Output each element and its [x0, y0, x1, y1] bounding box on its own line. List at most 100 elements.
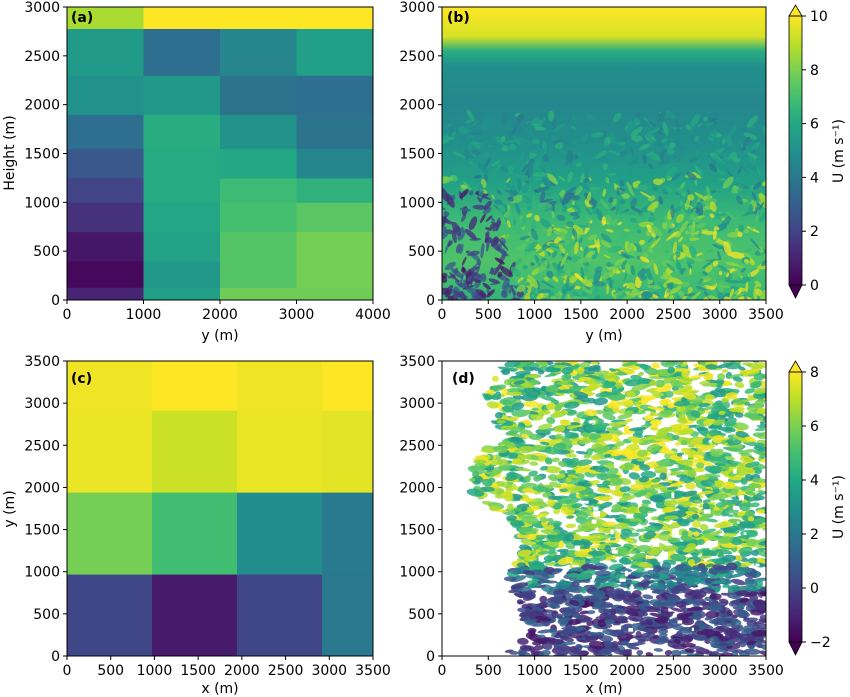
panel-a-ticks: 0 1000 2000 3000 4000 0 500 1000 1500 2000 2500 300…: [24, 0, 390, 323]
y-tick-label: 3500: [24, 354, 60, 370]
panel-d-label: (d): [452, 371, 475, 387]
heatmap-cell: [67, 574, 153, 657]
heatmap-cell: [67, 492, 153, 575]
heatmap-cell: [322, 574, 374, 657]
heatmap-cell: [296, 7, 374, 29]
x-tick-label: 2000: [224, 663, 260, 679]
y-tick-label: 0: [51, 293, 60, 309]
y-tick-label: 1000: [399, 565, 435, 581]
colorbar-tick-label: 4: [810, 473, 819, 489]
colorbar-b-ticks: 0 2 4 6 8 10: [802, 9, 828, 294]
colorbar-b-label: U (m s⁻¹): [831, 119, 847, 183]
heatmap-cell: [143, 114, 221, 150]
heatmap-cell: [296, 28, 374, 76]
y-tick-label: 500: [33, 244, 60, 260]
heatmap-cell: [67, 7, 144, 29]
colorbar-b-max-arrow: [788, 4, 803, 17]
y-tick-label: 1000: [24, 565, 60, 581]
x-tick-label: 3000: [279, 307, 315, 323]
x-tick-label: 2500: [268, 663, 304, 679]
x-tick-label: 2500: [656, 307, 692, 323]
panel-b-turbulence: [442, 109, 766, 300]
colorbar-tick-label: 4: [810, 170, 819, 186]
colorbar-b-min-arrow: [788, 284, 803, 299]
y-tick-label: 3500: [399, 354, 435, 370]
y-tick-label: 1500: [24, 523, 60, 539]
y-tick-label: 2000: [24, 98, 60, 114]
heatmap-cell: [220, 202, 297, 233]
heatmap-cell: [296, 148, 374, 179]
panel-a-label: (a): [71, 10, 93, 26]
heatmap-cell: [67, 177, 144, 203]
heatmap-cell: [67, 287, 144, 301]
heatmap-cell: [220, 75, 297, 115]
x-tick-label: 3500: [748, 663, 784, 679]
x-tick-label: 1000: [517, 663, 553, 679]
panel-c-ticks: 0 500 1000 1500 2000 2500 3000 3500 0 500 1000 1500…: [24, 354, 390, 679]
x-tick-label: 3000: [702, 663, 738, 679]
panel-a-xlabel: y (m): [201, 328, 238, 344]
x-tick-label: 0: [63, 663, 72, 679]
colorbar-tick-label: 8: [810, 63, 819, 79]
y-tick-label: 1000: [399, 195, 435, 211]
colorbar-tick-label: −2: [810, 635, 831, 651]
heatmap-cell: [296, 75, 374, 115]
colorbar-b: 0 2 4 6 8 10 U (m s⁻¹): [788, 4, 847, 299]
panel-a-ylabel: Height (m): [2, 115, 18, 190]
y-tick-label: 0: [426, 649, 435, 665]
heatmap-cell: [67, 260, 144, 288]
x-tick-label: 3500: [748, 307, 784, 323]
heatmap-cell: [220, 231, 297, 288]
heatmap-cell: [67, 148, 144, 179]
y-tick-label: 500: [33, 607, 60, 623]
x-tick-label: 2000: [202, 307, 238, 323]
x-tick-label: 1000: [126, 307, 162, 323]
heatmap-cell: [152, 574, 238, 657]
x-tick-label: 0: [63, 307, 72, 323]
heatmap-cell: [296, 231, 374, 288]
y-tick-label: 0: [426, 293, 435, 309]
y-tick-label: 3000: [399, 0, 435, 16]
colorbar-tick-label: 6: [810, 419, 819, 435]
x-tick-label: 3500: [355, 663, 391, 679]
panel-c-cells: [67, 361, 374, 657]
y-tick-label: 2000: [399, 480, 435, 496]
x-tick-label: 2000: [609, 663, 645, 679]
colorbar-d-max-arrow: [788, 360, 803, 373]
y-tick-label: 2000: [24, 480, 60, 496]
x-tick-label: 3000: [702, 307, 738, 323]
x-tick-label: 500: [475, 307, 502, 323]
y-tick-label: 1000: [24, 195, 60, 211]
x-tick-label: 1000: [517, 307, 553, 323]
panel-a: 0 1000 2000 3000 4000 0 500 1000 1500 2000 2500 300…: [2, 0, 391, 344]
panel-c-label: (c): [71, 371, 92, 387]
panel-b: 0 500 1000 1500 2000 2500 3000 3500 0 500 1000 1500…: [399, 0, 783, 344]
x-tick-label: 0: [438, 663, 447, 679]
heatmap-cell: [237, 361, 323, 411]
heatmap-cell: [220, 177, 297, 203]
colorbar-d: −2 0 2 4 6 8 U (m s⁻¹): [788, 360, 847, 656]
y-tick-label: 3000: [24, 396, 60, 412]
heatmap-cell: [237, 574, 323, 657]
x-tick-label: 1500: [563, 307, 599, 323]
heatmap-cell: [220, 28, 297, 76]
heatmap-cell: [296, 202, 374, 233]
heatmap-cell: [143, 231, 221, 262]
panel-c: 0 500 1000 1500 2000 2500 3000 3500 0 500 1000 1500…: [2, 354, 391, 697]
heatmap-cell: [322, 410, 374, 493]
x-tick-label: 0: [438, 307, 447, 323]
heatmap-cell: [143, 287, 221, 301]
x-tick-label: 4000: [355, 307, 391, 323]
x-tick-label: 500: [97, 663, 124, 679]
heatmap-cell: [67, 114, 144, 150]
y-tick-label: 0: [51, 649, 60, 665]
panel-b-ticks: 0 500 1000 1500 2000 2500 3000 3500 0 500 1000 1500…: [399, 0, 783, 323]
x-tick-label: 500: [475, 663, 502, 679]
heatmap-cell: [152, 492, 238, 575]
x-tick-label: 1500: [563, 663, 599, 679]
y-tick-label: 2500: [399, 438, 435, 454]
heatmap-cell: [143, 28, 221, 76]
x-tick-label: 2000: [609, 307, 645, 323]
heatmap-cell: [152, 410, 238, 493]
panel-d: 0 500 1000 1500 2000 2500 3000 3500 0 500 1000 1500…: [399, 354, 783, 697]
